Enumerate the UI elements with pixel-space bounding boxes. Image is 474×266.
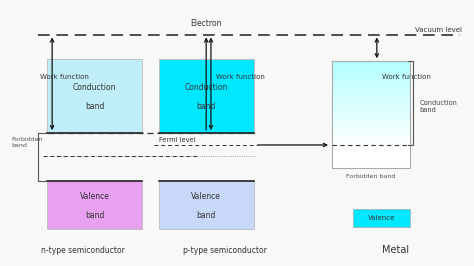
Text: Work function: Work function [216, 74, 264, 80]
Bar [332, 107, 410, 111]
Bar [332, 128, 410, 132]
Text: Metal: Metal [382, 245, 410, 255]
Text: Conduction
band: Conduction band [419, 100, 457, 113]
Bar [332, 134, 410, 138]
Text: n-type semiconductor: n-type semiconductor [41, 246, 125, 255]
Bar [332, 114, 410, 118]
Bar [332, 77, 410, 81]
Bar [332, 145, 410, 168]
Bar [47, 181, 142, 229]
Text: band: band [85, 102, 104, 111]
Text: Valence: Valence [191, 192, 221, 201]
Text: Valence: Valence [80, 192, 110, 201]
Bar [332, 131, 410, 135]
Bar [332, 84, 410, 88]
Bar [332, 124, 410, 128]
Bar [332, 111, 410, 115]
Text: band: band [85, 211, 104, 220]
Text: Valence: Valence [368, 215, 395, 221]
Text: Vacuum level: Vacuum level [415, 27, 462, 33]
Text: band: band [197, 211, 216, 220]
Text: Work function: Work function [40, 74, 89, 80]
Bar [332, 104, 410, 108]
Bar [332, 71, 410, 74]
Text: Conduction: Conduction [73, 83, 117, 92]
Bar [159, 181, 254, 229]
Bar [332, 94, 410, 98]
Bar [332, 81, 410, 85]
Bar [332, 61, 410, 168]
Text: Forbidden
band: Forbidden band [12, 137, 43, 148]
Bar [332, 88, 410, 91]
Bar [332, 118, 410, 122]
Bar [353, 209, 410, 227]
Bar [332, 91, 410, 95]
Bar [332, 67, 410, 71]
Text: Conduction: Conduction [184, 83, 228, 92]
Text: Forbidden band: Forbidden band [346, 174, 396, 179]
Text: band: band [197, 102, 216, 111]
Bar [332, 74, 410, 78]
Bar [332, 141, 410, 145]
Bar [332, 121, 410, 125]
Text: Electron: Electron [191, 19, 222, 28]
Bar [332, 138, 410, 142]
Bar [159, 59, 254, 133]
Bar [332, 101, 410, 105]
Text: p-type semiconductor: p-type semiconductor [183, 246, 267, 255]
Bar [332, 64, 410, 68]
Text: Fermi level: Fermi level [159, 137, 195, 143]
Bar [332, 98, 410, 101]
Text: Work function: Work function [382, 74, 430, 80]
Bar [332, 61, 410, 65]
Bar [47, 59, 142, 133]
